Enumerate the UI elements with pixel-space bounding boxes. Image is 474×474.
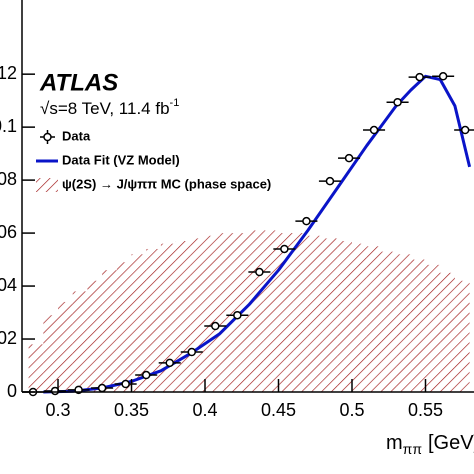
legend-label: Data Fit (VZ Model) xyxy=(62,152,180,167)
data-point xyxy=(369,125,379,135)
mc-bin xyxy=(43,315,59,392)
data-point xyxy=(393,97,402,107)
legend-marker xyxy=(43,132,52,142)
mc-bin xyxy=(160,243,176,392)
mc-bin xyxy=(87,280,103,392)
mc-bin xyxy=(440,272,455,392)
data-point xyxy=(233,310,242,320)
mc-bin xyxy=(102,270,117,392)
y-tick-label: 0.12 xyxy=(0,63,17,83)
mc-bin xyxy=(454,280,470,392)
mc-bin xyxy=(337,241,352,392)
x-tick-label: 0.35 xyxy=(114,400,149,420)
x-tick-label: 0.45 xyxy=(261,400,296,420)
mc-bin xyxy=(116,262,132,392)
y-tick-label: 0.02 xyxy=(0,328,17,348)
data-point xyxy=(302,216,311,226)
x-tick-label: 0.4 xyxy=(192,400,217,420)
y-tick-label: 0.1 xyxy=(0,116,17,136)
data-point xyxy=(280,244,289,254)
data-point xyxy=(325,176,335,186)
x-label-unit: [GeV] xyxy=(428,432,474,454)
energy: √s=8 TeV, 11.4 fb-1 xyxy=(40,97,179,119)
mc-bin xyxy=(263,230,279,392)
y-tick-label: 0.08 xyxy=(0,169,17,189)
data-point xyxy=(344,153,354,163)
mc-bin xyxy=(131,254,147,392)
mc-bin xyxy=(219,233,235,392)
mc-bin xyxy=(351,243,367,392)
x-label-text: m xyxy=(386,432,403,454)
x-tick-label: 0.3 xyxy=(45,400,70,420)
legend-label: Data xyxy=(62,128,91,143)
data-point xyxy=(460,125,470,135)
y-tick-label: 0.06 xyxy=(0,222,17,242)
energy-text: √s=8 TeV, 11.4 fb xyxy=(40,99,170,118)
data-point xyxy=(141,370,151,380)
mc-bin xyxy=(307,235,323,392)
legend-marker xyxy=(36,178,58,192)
mc-bin xyxy=(58,301,73,392)
y-tick-label: 0.04 xyxy=(0,275,17,295)
mc-bin xyxy=(381,251,397,392)
mc-bin xyxy=(72,291,88,392)
brand: ATLAS xyxy=(39,69,118,96)
plot-area xyxy=(22,72,474,397)
data-point xyxy=(121,379,130,389)
mc-bin xyxy=(278,233,294,392)
data-point xyxy=(415,72,424,82)
mc-bin xyxy=(190,238,206,392)
mc-bin xyxy=(249,230,264,392)
energy-sup: -1 xyxy=(170,97,180,109)
data-point xyxy=(255,267,264,277)
mc-bin xyxy=(293,233,308,392)
mc-bin xyxy=(28,344,44,392)
x-label-sub: ππ xyxy=(403,441,423,457)
data-point xyxy=(187,347,197,357)
x-tick-label: 0.5 xyxy=(339,400,364,420)
y-tick-label: 0 xyxy=(7,381,17,401)
mc-bin xyxy=(366,246,382,392)
data-point xyxy=(97,383,107,393)
mc-bin xyxy=(322,238,338,392)
mc-bin xyxy=(205,235,220,392)
x-axis-label: mππ [GeV] xyxy=(386,432,474,456)
x-tick-label: 0.55 xyxy=(408,400,443,420)
mc-bin xyxy=(396,254,411,392)
legend-label: ψ(2S) → J/ψππ MC (phase space) xyxy=(62,176,271,191)
data-point xyxy=(211,321,220,331)
data-point xyxy=(165,358,174,368)
data-point xyxy=(438,72,448,81)
mc-bin xyxy=(410,259,426,392)
mc-bin xyxy=(175,241,191,392)
mc-bin xyxy=(146,248,161,392)
mc-bin xyxy=(425,264,441,392)
